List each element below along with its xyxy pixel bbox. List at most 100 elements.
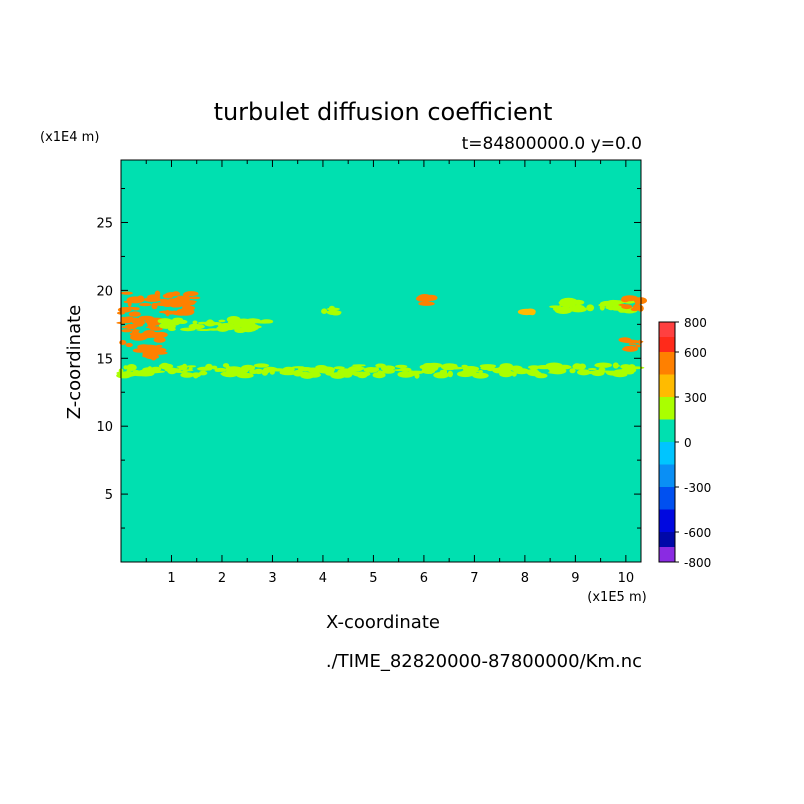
- heatmap-cell: [446, 366, 464, 370]
- heatmap-cell: [132, 348, 147, 353]
- y-tick-label: 15: [96, 352, 113, 367]
- colorbar-swatch: [659, 352, 675, 375]
- heatmap-cell: [124, 324, 138, 330]
- heatmap-cell: [193, 372, 199, 379]
- heatmap-cell: [219, 325, 236, 331]
- heatmap-cell: [218, 329, 228, 332]
- heatmap-cell: [618, 337, 632, 343]
- heatmap-cell: [635, 344, 641, 348]
- heatmap-cell: [499, 363, 513, 370]
- heatmap-cell: [621, 368, 631, 372]
- heatmap-cell: [192, 320, 198, 325]
- heatmap-feature: [116, 362, 645, 379]
- heatmap-cell: [572, 363, 584, 370]
- heatmap-cell: [595, 370, 612, 373]
- heatmap-cell: [186, 365, 197, 368]
- heatmap-cell: [372, 372, 386, 379]
- heatmap-cell: [234, 367, 249, 374]
- y-tick-label: 20: [96, 284, 113, 299]
- heatmap-cell: [308, 372, 321, 378]
- heatmap-cell: [282, 366, 295, 372]
- colorbar-label: -800: [684, 556, 711, 570]
- heatmap-cell: [167, 368, 182, 372]
- heatmap-cell: [136, 369, 155, 377]
- heatmap-cell: [181, 302, 191, 308]
- chart-subtitle: t=84800000.0 y=0.0: [462, 134, 642, 154]
- heatmap-cell: [381, 369, 395, 374]
- heatmap-cell: [376, 363, 382, 368]
- heatmap-cell: [150, 351, 168, 355]
- heatmap-cell: [198, 370, 208, 376]
- heatmap-cell: [154, 302, 170, 306]
- colorbar-label: -600: [684, 526, 711, 540]
- heatmap-cell: [211, 365, 218, 370]
- heatmap-cell: [535, 365, 553, 370]
- heatmap-cell: [433, 372, 449, 379]
- heatmap-cell: [159, 362, 170, 370]
- heatmap-cell: [630, 307, 639, 312]
- heatmap-cell: [578, 369, 585, 374]
- heatmap-cell: [354, 366, 365, 371]
- heatmap-features: [116, 290, 647, 379]
- heatmap-cell: [234, 327, 247, 333]
- heatmap-cell: [150, 321, 156, 328]
- heatmap-feature: [117, 290, 201, 317]
- heatmap-cell: [598, 303, 605, 307]
- heatmap-feature: [116, 315, 168, 361]
- heatmap-cell: [621, 304, 633, 310]
- colorbar-swatch: [659, 547, 675, 562]
- heatmap-cell: [315, 365, 328, 370]
- heatmap-cell: [233, 322, 246, 328]
- y-tick-label: 10: [96, 420, 113, 435]
- heatmap-cell: [393, 369, 406, 372]
- heatmap-cell: [183, 291, 199, 297]
- colorbar-swatch: [659, 397, 675, 420]
- heatmap-cell: [253, 368, 264, 375]
- colorbar-swatch: [659, 464, 675, 487]
- x-tick-label: 10: [618, 571, 635, 586]
- heatmap-cell: [372, 367, 380, 372]
- colorbar: 800 600 300 0 -300 -600 -800: [658, 316, 711, 570]
- heatmap-cell: [333, 366, 345, 370]
- heatmap-cell: [612, 372, 628, 378]
- heatmap-cell: [395, 364, 408, 368]
- x-tick-label: 8: [521, 571, 529, 586]
- y-axis: 5 10 15 20 25: [96, 188, 641, 529]
- heatmap-cell: [176, 365, 184, 368]
- heatmap-cell: [416, 295, 427, 302]
- heatmap-cell: [279, 369, 297, 376]
- x-tick-label: 6: [420, 571, 428, 586]
- heatmap-cell: [187, 296, 201, 300]
- heatmap-cell: [177, 319, 188, 324]
- heatmap-cell: [226, 316, 241, 323]
- heatmap-cell: [132, 370, 140, 374]
- heatmap-cell: [126, 296, 145, 304]
- plot-area: [116, 159, 647, 563]
- heatmap-cell: [139, 303, 152, 307]
- heatmap-cell: [519, 310, 533, 315]
- heatmap-cell: [408, 370, 414, 373]
- heatmap-cell: [586, 304, 595, 312]
- heatmap-cell: [572, 299, 585, 306]
- colorbar-label: 800: [684, 316, 707, 330]
- heatmap-cell: [218, 319, 226, 323]
- heatmap-cell: [298, 367, 314, 372]
- heatmap-cell: [125, 342, 133, 348]
- heatmap-cell: [598, 367, 606, 372]
- heatmap-cell: [594, 363, 612, 367]
- heatmap-cell: [145, 354, 160, 360]
- x-tick-label: 3: [268, 571, 276, 586]
- heatmap-cell: [150, 366, 162, 372]
- chart-title: turbulet diffusion coefficient: [214, 98, 553, 126]
- heatmap-cell: [556, 371, 561, 374]
- heatmap-cell: [554, 307, 573, 314]
- heatmap-cell: [205, 363, 213, 371]
- colorbar-swatch: [659, 509, 675, 532]
- heatmap-cell: [569, 368, 576, 374]
- heatmap-cell: [478, 371, 484, 379]
- heatmap-cell: [172, 310, 190, 316]
- heatmap-cell: [116, 372, 132, 379]
- colorbar-swatch: [659, 487, 675, 510]
- heatmap-cell: [341, 372, 353, 378]
- x-tick-label: 7: [470, 571, 478, 586]
